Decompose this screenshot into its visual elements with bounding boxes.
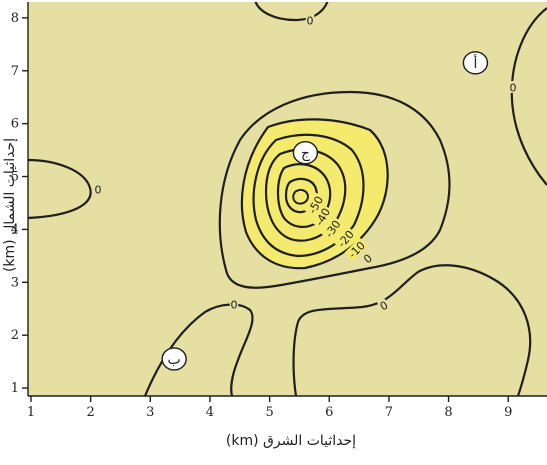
contour-label-text: 0 (231, 299, 238, 312)
y-axis-title: إحداثيات الشمال (km) (2, 138, 18, 272)
contour-label: 0 (229, 298, 239, 312)
x-tick-label: 7 (385, 405, 393, 420)
y-tick-label: 6 (11, 117, 19, 132)
x-tick-label: 9 (504, 405, 512, 420)
contour-label-background (311, 204, 333, 229)
contour-minus-50 (284, 177, 318, 214)
y-tick-label: 7 (11, 64, 19, 79)
y-tick-label: 5 (11, 170, 19, 185)
contour-label-background (321, 216, 344, 241)
y-tick-label: 3 (11, 275, 19, 290)
y-tick-label: 1 (11, 381, 19, 396)
x-tick-label: 4 (206, 405, 214, 420)
x-tick-label: 5 (265, 405, 273, 420)
contour-label-background (304, 192, 326, 217)
zero-contour-right (510, 7, 547, 186)
zero-contour-central (218, 90, 451, 289)
zero-contour-bottom-right (292, 264, 532, 396)
x-tick-label: 8 (444, 405, 452, 420)
x-axis-title: إحداثيات الشرق (km) (226, 433, 356, 449)
contour-label-background (93, 183, 103, 195)
contour-label-background (344, 237, 369, 262)
y-tick-label: 4 (11, 222, 19, 237)
point-marker (161, 347, 187, 371)
contour-label-background (333, 226, 357, 251)
zero-contour-left (28, 158, 92, 220)
marked-points: أ ب ج (161, 51, 489, 371)
contour-label-background (229, 298, 239, 310)
contour-label: 0 (93, 183, 103, 197)
point-label: أ (473, 54, 477, 72)
point-label: ج (301, 146, 311, 162)
contour-label-text: 0 (510, 82, 517, 95)
x-tick-label: 3 (146, 405, 154, 420)
point-label: ب (168, 352, 181, 368)
zero-contour-bottom-left (143, 303, 254, 396)
contour-minus-20 (252, 133, 365, 258)
y-tick-label: 8 (11, 11, 19, 26)
x-tick-label: 2 (86, 405, 94, 420)
contour-label-text: 0 (307, 15, 314, 28)
y-tick-label: 2 (11, 328, 19, 343)
contour-label: 0 (305, 14, 315, 28)
x-ticks: 1 2 3 4 5 6 7 8 9 (27, 396, 512, 420)
point-marker (292, 141, 319, 165)
contour-label-background (376, 297, 391, 313)
contour-minus-30 (264, 148, 347, 242)
contour-core (292, 188, 310, 205)
contour-label-background (508, 81, 518, 93)
contour-label-background (305, 14, 315, 26)
contour-label-text: 0 (95, 184, 102, 197)
y-ticks: 1 2 3 4 5 6 7 8 (11, 11, 28, 396)
x-tick-label: 6 (325, 405, 333, 420)
zero-contour-top (254, 2, 329, 22)
point-marker (462, 51, 489, 75)
x-tick-label: 1 (27, 405, 35, 420)
contour-label-background (360, 250, 375, 266)
contour-label: 0 (508, 81, 518, 95)
